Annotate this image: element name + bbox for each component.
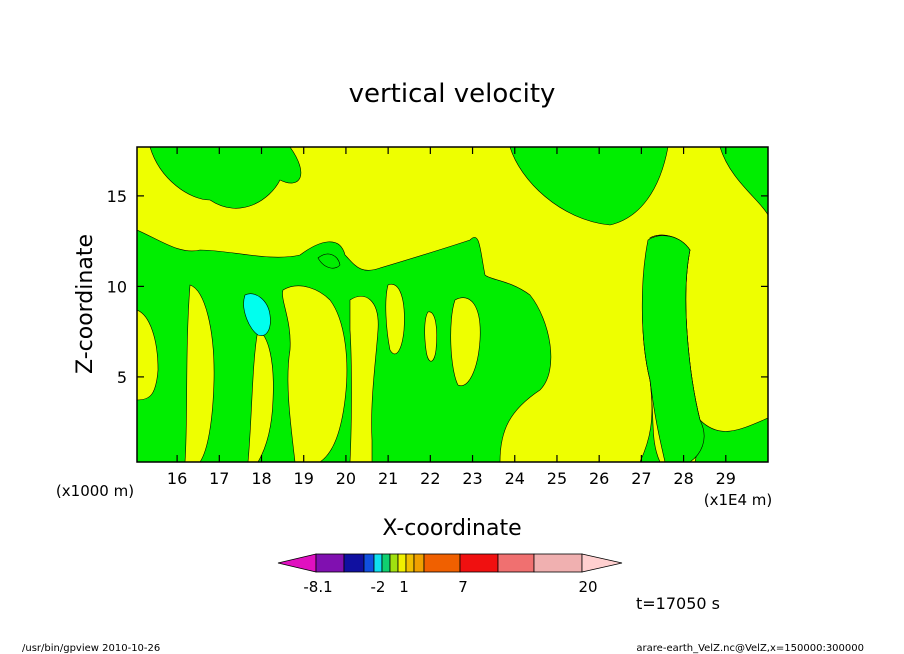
x-tick-label: 20: [336, 469, 356, 488]
y-axis: 5 10 15: [107, 187, 768, 387]
colorbar-cell: [397, 553, 407, 573]
x-axis-label: X-coordinate: [382, 516, 521, 541]
field-region-yellow: [282, 285, 348, 462]
colorbar-cell: [533, 553, 583, 573]
colorbar-cell: [381, 553, 391, 573]
colorbar-cell: [423, 553, 461, 573]
plot-area: [137, 147, 768, 462]
plot-frame: [136, 146, 769, 463]
field-region-yellow: [247, 329, 274, 462]
x-tick-label: 25: [547, 469, 567, 488]
colorbar-tick-label: 20: [578, 578, 597, 596]
x-tick-label: 24: [505, 469, 525, 488]
y-axis-label: Z-coordinate: [73, 234, 98, 374]
field-region-green: [641, 235, 705, 462]
colorbar-cell: [343, 553, 365, 573]
x-tick-label: 23: [462, 469, 482, 488]
time-label: t=17050 s: [636, 594, 720, 613]
colorbar-ticks: -8.1 -2 1 7 20: [303, 578, 597, 596]
y-tick-label: 15: [107, 187, 127, 206]
colorbar-cell: [497, 553, 535, 573]
y-tick-label: 10: [107, 277, 127, 296]
field-region-green: [317, 253, 341, 269]
x-tick-label: 19: [294, 469, 314, 488]
field-region-yellow: [424, 311, 438, 362]
field-region-yellow: [349, 295, 379, 462]
colorbar-tick-label: -8.1: [303, 578, 332, 596]
colorbar-cell: [373, 553, 383, 573]
x-tick-label: 28: [673, 469, 693, 488]
field-region-cyan: [243, 293, 271, 336]
field-region-yellow: [184, 284, 215, 462]
colorbar-cell: [315, 553, 345, 573]
footer-right: arare-earth_VelZ.nc@VelZ,x=150000:300000: [636, 643, 864, 654]
y-unit-label: (x1000 m): [56, 482, 134, 500]
x-tick-label: 16: [167, 469, 187, 488]
colorbar-cell: [363, 553, 375, 573]
colorbar-tick-label: -2: [371, 578, 386, 596]
footer-left: /usr/bin/gpview 2010-10-26: [22, 643, 160, 654]
colorbar-cell: [581, 553, 623, 573]
y-tick-label: 5: [117, 368, 127, 387]
field-region-yellow: [385, 283, 405, 355]
field-region-yellow: [450, 297, 481, 387]
x-unit-label: (x1E4 m): [704, 491, 773, 509]
colorbar-cell: [405, 553, 415, 573]
colorbar-cell: [413, 553, 425, 573]
colorbar-cell: [389, 553, 399, 573]
x-tick-label: 21: [378, 469, 398, 488]
x-tick-label: 18: [251, 469, 271, 488]
colorbar: [277, 553, 623, 573]
colorbar-cell: [277, 553, 317, 573]
x-tick-label: 17: [209, 469, 229, 488]
colorbar-tick-label: 7: [458, 578, 468, 596]
x-tick-label: 27: [631, 469, 651, 488]
x-tick-label: 22: [420, 469, 440, 488]
x-axis: 16 17 18 19 20 21 22 23 24 25 26 27 28 29: [167, 147, 736, 488]
colorbar-cell: [459, 553, 499, 573]
x-tick-label: 26: [589, 469, 609, 488]
colorbar-tick-label: 1: [399, 578, 409, 596]
x-tick-label: 29: [716, 469, 736, 488]
chart-title: vertical velocity: [349, 79, 556, 109]
